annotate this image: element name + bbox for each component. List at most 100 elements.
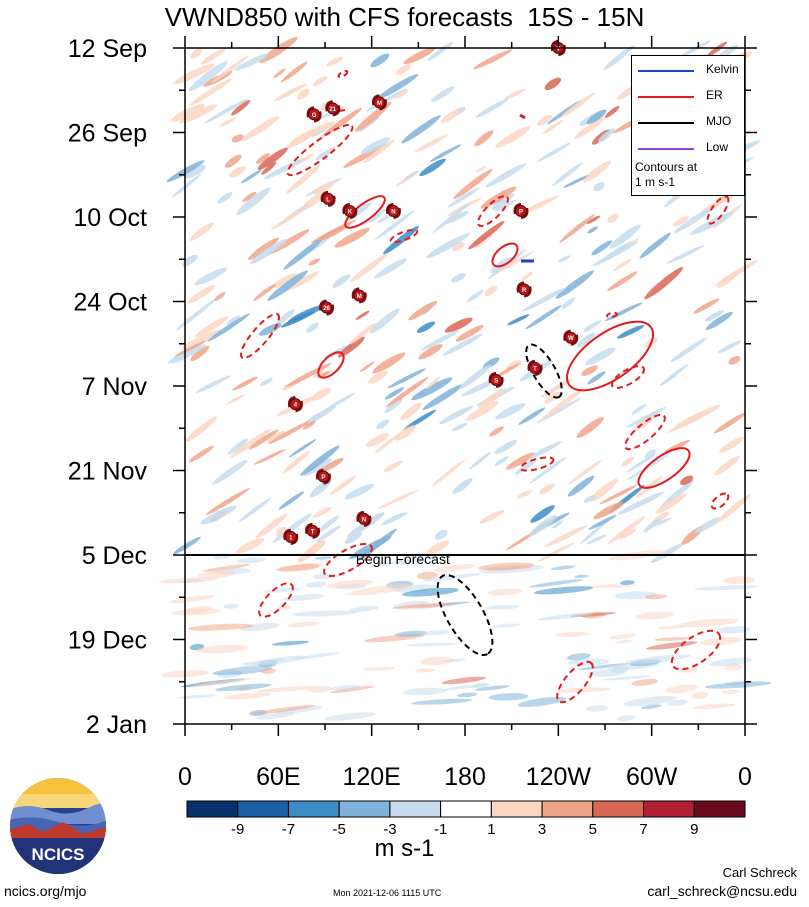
- legend-label: MJO: [706, 114, 732, 128]
- storm-dot: [387, 204, 400, 217]
- anomaly-patch: [176, 298, 217, 331]
- anomaly-patch: [626, 406, 668, 428]
- storm-marker: P: [315, 468, 331, 485]
- anomaly-patch: [302, 405, 337, 426]
- anomaly-patch: [425, 377, 440, 390]
- colorbar-tick-label: -9: [231, 821, 244, 838]
- anomaly-patch: [369, 208, 387, 223]
- anomaly-patch: [714, 455, 740, 476]
- anomaly-patch: [576, 332, 596, 348]
- anomaly-patch: [174, 340, 206, 357]
- anomaly-patch: [316, 525, 341, 543]
- anomaly-patch: [188, 61, 228, 92]
- anomaly-patch: [452, 477, 473, 495]
- colorbar-swatch: [287, 800, 340, 818]
- contour: [323, 542, 373, 578]
- footer-site: ncics.org/mjo: [4, 883, 87, 899]
- anomaly-patch: [561, 297, 576, 309]
- contour: [477, 195, 509, 227]
- anomaly-patch: [308, 258, 320, 266]
- y-tick-label: 26 Sep: [68, 120, 147, 148]
- contour: [611, 365, 645, 389]
- anomaly-patch: [172, 174, 202, 198]
- ncics-logo: NCICS: [10, 778, 106, 874]
- anomaly-patch: [241, 169, 262, 184]
- storm-label: M: [377, 101, 382, 107]
- anomaly-patch: [411, 377, 453, 401]
- anomaly-patch: [544, 391, 561, 404]
- anomaly-patch: [422, 384, 463, 411]
- anomaly-patch: [189, 78, 233, 106]
- anomaly-patch: [344, 483, 374, 500]
- y-tick-label: 24 Oct: [73, 289, 147, 317]
- anomaly-patch: [187, 284, 216, 304]
- anomaly-patch: [375, 562, 391, 567]
- anomaly-patch: [643, 518, 661, 533]
- anomaly-patch: [667, 699, 688, 706]
- anomaly-patch: [344, 531, 363, 544]
- anomaly-patch: [717, 340, 742, 353]
- anomaly-patch: [484, 605, 520, 610]
- anomaly-patch: [232, 376, 258, 391]
- storm-dot: [353, 289, 366, 302]
- anomaly-patch: [623, 695, 677, 707]
- anomaly-patch: [583, 495, 596, 503]
- anomaly-patch: [363, 666, 396, 671]
- forecast-label: Begin Forecast: [356, 551, 450, 567]
- footer-email: carl_schreck@ncsu.edu: [647, 883, 797, 899]
- anomaly-patch: [360, 137, 391, 155]
- anomaly-patch: [392, 602, 459, 609]
- contour: [317, 351, 345, 379]
- anomaly-patch: [554, 631, 590, 638]
- anomaly-patch: [469, 451, 491, 470]
- anomaly-patch: [626, 454, 656, 473]
- anomaly-patch: [276, 309, 295, 325]
- anomaly-patch: [380, 512, 408, 526]
- storm-dot: [343, 204, 356, 217]
- anomaly-patch: [617, 491, 664, 515]
- anomaly-patch: [319, 458, 344, 473]
- anomaly-patch: [386, 557, 434, 565]
- anomaly-patch: [583, 320, 602, 333]
- colorbar-tick-label: 5: [589, 821, 597, 838]
- storm-dot: [529, 361, 541, 374]
- anomaly-patch: [259, 36, 298, 64]
- anomaly-patch: [384, 387, 405, 400]
- anomaly-patch: [680, 475, 694, 486]
- colorbar-swatch: [389, 800, 442, 818]
- anomaly-patch: [432, 203, 469, 233]
- anomaly-patch: [212, 55, 250, 83]
- anomaly-patch: [465, 400, 499, 421]
- anomaly-patch: [190, 48, 203, 59]
- contour: [344, 195, 386, 229]
- anomaly-patch: [260, 668, 276, 674]
- storm-marker: L: [320, 190, 336, 207]
- storm-marker: M: [371, 94, 387, 111]
- storm-label: W: [568, 336, 574, 342]
- anomaly-patch: [198, 569, 236, 579]
- storm-label: G: [312, 113, 317, 119]
- anomaly-patch: [660, 480, 695, 508]
- anomaly-patch: [250, 238, 287, 265]
- anomaly-patch: [581, 365, 598, 376]
- anomaly-patch: [590, 478, 618, 502]
- anomaly-patch: [330, 684, 361, 691]
- anomaly-patch: [189, 445, 214, 463]
- anomaly-patch: [621, 456, 635, 467]
- storm-arm: [319, 299, 335, 316]
- anomaly-patch: [374, 210, 415, 240]
- anomaly-patch: [407, 642, 460, 647]
- anomaly-patch: [525, 305, 562, 330]
- anomaly-patch: [530, 441, 562, 459]
- anomaly-patch: [253, 449, 286, 465]
- anomaly-patch: [286, 165, 320, 194]
- anomaly-patch: [475, 685, 510, 691]
- anomaly-patch: [200, 505, 237, 525]
- anomaly-patch: [673, 206, 714, 234]
- anomaly-patch: [530, 505, 555, 523]
- storm-label: S: [494, 378, 498, 384]
- anomaly-patch: [376, 419, 389, 430]
- anomaly-patch: [625, 654, 691, 664]
- storm-label: T: [533, 366, 537, 372]
- anomaly-patch: [599, 485, 637, 505]
